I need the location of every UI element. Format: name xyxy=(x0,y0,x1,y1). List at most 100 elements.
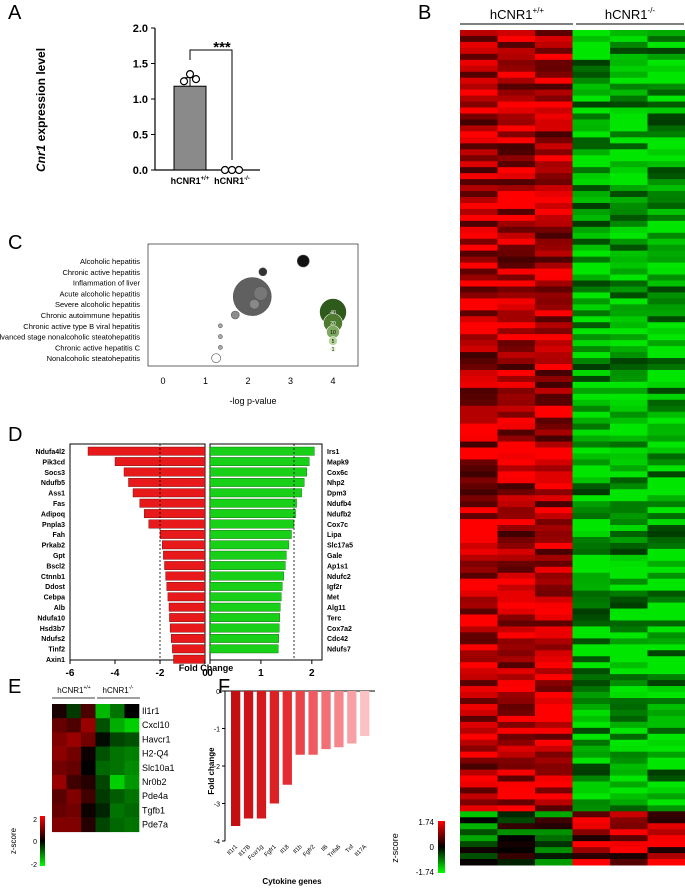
panel-b-heatmap-cell xyxy=(460,727,498,735)
panel-b-heatmap-cell xyxy=(497,626,536,633)
panel-e-heatmap-cell xyxy=(66,775,82,790)
panel-d-down-bar xyxy=(164,561,206,570)
panel-b-heatmap-cell xyxy=(647,453,685,460)
panel-b-heatmap-cell xyxy=(497,250,536,258)
panel-e-heatmap-cell xyxy=(52,704,67,719)
panel-b-heatmap-cell xyxy=(610,859,648,866)
panel-b-heatmap-cell xyxy=(572,405,611,413)
panel-b-heatmap-cell xyxy=(647,489,685,496)
panel-b-heatmap-cell xyxy=(535,483,573,490)
panel-d-down-gene-label: Alb xyxy=(54,605,65,612)
panel-b-heatmap-cell xyxy=(610,393,648,401)
panel-b-heatmap-cell xyxy=(497,465,536,472)
panel-b-heatmap-cell xyxy=(535,823,573,830)
panel-b-heatmap-cell xyxy=(535,417,573,425)
panel-b-heatmap-cell xyxy=(497,423,536,431)
panel-b-heatmap-cell xyxy=(572,841,611,848)
panel-b-heatmap-cell xyxy=(610,375,648,383)
panel-e-heatmap-cell xyxy=(66,704,82,719)
panel-b-heatmap-cell xyxy=(460,423,498,431)
panel-b-heatmap-cell xyxy=(610,781,648,788)
panel-b-heatmap-cell xyxy=(610,262,648,270)
panel-b-heatmap-cell xyxy=(610,208,648,216)
panel-b-heatmap-cell xyxy=(572,668,611,675)
panel-a-point xyxy=(185,70,195,79)
panel-b-heatmap-cell xyxy=(647,71,685,79)
panel-b-heatmap-cell xyxy=(460,59,498,67)
panel-b-heatmap-cell xyxy=(497,262,536,270)
panel-b-heatmap-cell xyxy=(497,805,536,812)
panel-d-down-bar xyxy=(139,498,206,508)
panel-e-heatmap-cell xyxy=(110,803,125,818)
panel-b-heatmap-cell xyxy=(610,686,648,693)
panel-b-heatmap-cell xyxy=(647,149,685,156)
panel-e-scale-max: 2 xyxy=(33,817,37,824)
panel-d-up-bar xyxy=(209,571,285,581)
panel-b-heatmap-cell xyxy=(572,829,611,836)
panel-b-heatmap-cell xyxy=(497,859,536,866)
panel-e-heatmap-cell xyxy=(95,789,111,804)
panel-d-up-gene-label: Ndufc2 xyxy=(327,574,351,581)
panel-b-heatmap-cell xyxy=(460,662,498,669)
panel-b-heatmap-cell xyxy=(535,173,573,180)
colorbar-mid: 0 xyxy=(430,843,435,852)
panel-b-heatmap-cell xyxy=(535,119,573,126)
panel-b-heatmap-cell xyxy=(647,35,685,43)
panel-b-heatmap-cell xyxy=(647,399,685,407)
panel-b-heatmap-cell xyxy=(647,542,685,550)
panel-b-heatmap-cell xyxy=(647,596,685,604)
panel-d-down-bar xyxy=(144,509,206,519)
panel-b-heatmap-cell xyxy=(460,823,498,830)
panel-c-term-label: Advanced stage nonalcoholic steatohepati… xyxy=(0,333,140,342)
panel-b-heatmap-cell xyxy=(572,89,611,97)
panel-b-heatmap-cell xyxy=(497,191,536,198)
panel-b-heatmap-cell xyxy=(647,417,685,425)
panel-b-heatmap-cell xyxy=(572,119,611,126)
panel-label-d: D xyxy=(8,424,23,446)
panel-b-heatmap-cell xyxy=(460,364,498,371)
panel-d-up-gene-label: Met xyxy=(327,595,340,602)
panel-b-heatmap-cell xyxy=(572,155,611,162)
panel-c-xtick-label: 2 xyxy=(245,376,250,386)
panel-b-heatmap-cell xyxy=(497,680,536,687)
panel-b-heatmap-cell xyxy=(572,578,611,586)
panel-b-heatmap-cell xyxy=(497,686,536,693)
panel-d-down-gene-label: Bscl2 xyxy=(46,563,65,570)
panel-d-left-tick-label: 0 xyxy=(202,668,208,679)
panel-b-heatmap-cell xyxy=(572,536,611,544)
panel-b-heatmap-cell xyxy=(460,358,498,365)
panel-b-heatmap-cell xyxy=(572,238,611,246)
panel-e-gene-label: Slc10a1 xyxy=(142,763,175,773)
panel-b-heatmap-cell xyxy=(572,799,611,806)
panel-b-heatmap-cell xyxy=(497,793,536,800)
panel-b-heatmap-cell xyxy=(535,244,573,252)
panel-b-heatmap-cell xyxy=(535,727,573,735)
panel-b-heatmap-cell xyxy=(535,709,573,717)
panel-b-heatmap-cell xyxy=(572,256,611,264)
panel-b-heatmap: hCNR1+/+ hCNR1-/- xyxy=(460,6,685,866)
panel-b-heatmap-cell xyxy=(610,30,648,37)
panel-b-heatmap-cell xyxy=(535,346,573,353)
panel-b-heatmap-cell xyxy=(572,107,611,114)
panel-b-heatmap-cell xyxy=(497,560,536,568)
panel-b-heatmap-cell xyxy=(610,35,648,43)
panel-b-heatmap-cell xyxy=(647,525,685,532)
panel-b-heatmap-cell xyxy=(497,173,536,180)
panel-d-down-bar xyxy=(123,467,206,477)
panel-b-heatmap-cell xyxy=(535,542,573,550)
panel-d-down-gene-label: Ass1 xyxy=(48,491,65,498)
panel-a-point xyxy=(227,165,237,175)
panel-d-down-gene-label: Tinf2 xyxy=(48,647,65,654)
panel-b-heatmap-cell xyxy=(535,387,573,395)
panel-b-heatmap-cell xyxy=(647,477,685,484)
panel-d-up-bar xyxy=(209,613,280,622)
panel-f-category-label: Tnfa6 xyxy=(327,844,343,860)
panel-b-heatmap-cell xyxy=(647,668,685,675)
panel-b-heatmap-cell xyxy=(460,674,498,681)
panel-b-heatmap-cell xyxy=(610,471,648,478)
panel-b-heatmap-cell xyxy=(647,715,685,723)
panel-b-heatmap-cell xyxy=(647,536,685,544)
panel-e-scale-mid: 0 xyxy=(33,839,37,846)
panel-b-heatmap-cell xyxy=(610,501,648,508)
panel-d-down-bar xyxy=(87,446,206,456)
